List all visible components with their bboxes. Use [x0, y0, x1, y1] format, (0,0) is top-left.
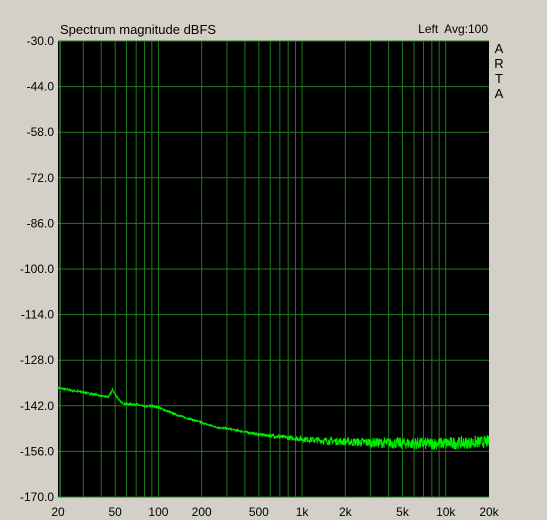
chart-title: Spectrum magnitude dBFS: [60, 22, 217, 37]
x-tick-label: 2k: [339, 505, 353, 519]
y-tick-label: -114.0: [21, 308, 54, 322]
x-tick-label: 50: [108, 505, 122, 519]
y-tick-label: -156.0: [20, 444, 54, 458]
x-tick-label: 20: [51, 505, 65, 519]
y-tick-label: -72.0: [27, 171, 55, 185]
x-tick-label: 20k: [479, 505, 499, 519]
x-tick-label: 10k: [436, 505, 456, 519]
y-tick-label: -44.0: [27, 80, 55, 94]
brand-letter: A: [494, 41, 504, 56]
y-tick-label: -86.0: [27, 216, 55, 230]
y-tick-label: -170.0: [20, 490, 54, 504]
brand-letter: R: [494, 56, 504, 71]
y-tick-label: -58.0: [27, 125, 55, 139]
y-tick-label: -30.0: [27, 34, 55, 48]
y-tick-label: -142.0: [20, 399, 54, 413]
x-tick-label: 5k: [396, 505, 410, 519]
brand-letter: T: [495, 71, 503, 86]
x-tick-label: 500: [249, 505, 269, 519]
x-tick-label: 100: [148, 505, 168, 519]
x-tick-label: 1k: [296, 505, 310, 519]
channel-average-info: Left Avg:100: [418, 22, 488, 36]
y-tick-label: -128.0: [20, 353, 54, 367]
spectrum-trace: [57, 386, 490, 450]
y-tick-label: -100.0: [20, 262, 54, 276]
brand-letter: A: [494, 86, 504, 101]
x-tick-label: 200: [192, 505, 212, 519]
